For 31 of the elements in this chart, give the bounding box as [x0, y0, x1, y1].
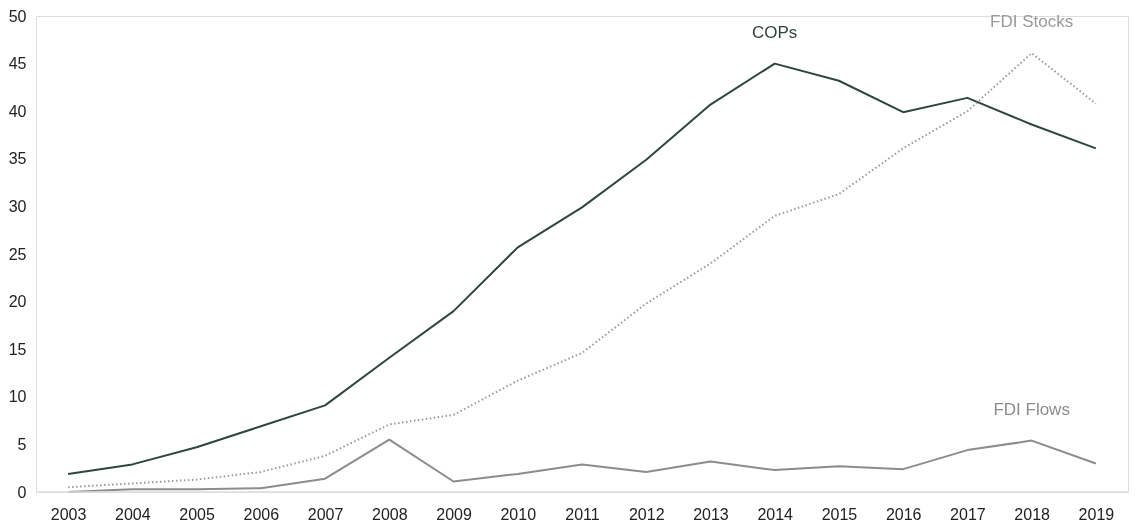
- x-tick-label: 2011: [565, 505, 600, 523]
- y-tick-label: 15: [8, 340, 27, 358]
- x-tick-label: 2019: [1078, 505, 1115, 523]
- x-tick-label: 2017: [950, 505, 986, 523]
- x-tick-label: 2009: [436, 505, 472, 523]
- x-tick-label: 2003: [50, 505, 87, 523]
- x-tick-label: 2015: [821, 505, 858, 523]
- x-tick-label: 2016: [885, 505, 922, 523]
- y-tick-label: 5: [17, 435, 27, 453]
- x-tick-label: 2012: [628, 505, 665, 523]
- y-tick-label: 30: [8, 197, 27, 215]
- x-tick-label: 2018: [1014, 505, 1051, 523]
- y-tick-label: 35: [8, 150, 27, 168]
- y-tick-label: 50: [8, 7, 27, 25]
- x-tick-label: 2010: [500, 505, 537, 523]
- x-tick-label: 2005: [179, 505, 215, 523]
- y-tick-label: 25: [8, 245, 27, 263]
- x-tick-label: 2014: [757, 505, 794, 523]
- series-label: FDI Stocks: [990, 12, 1074, 32]
- y-tick-label: 45: [8, 55, 27, 73]
- series-label: FDI Flows: [993, 399, 1070, 419]
- x-tick-label: 2013: [693, 505, 729, 523]
- x-tick-label: 2004: [115, 505, 151, 523]
- x-tick-label: 2008: [372, 505, 408, 523]
- series-label: COPs: [752, 22, 798, 42]
- y-tick-label: 0: [17, 483, 27, 501]
- y-tick-label: 20: [8, 293, 27, 311]
- y-tick-label: 40: [8, 102, 27, 120]
- y-tick-label: 10: [8, 388, 27, 406]
- x-tick-label: 2007: [307, 505, 344, 523]
- x-tick-label: 2006: [243, 505, 280, 523]
